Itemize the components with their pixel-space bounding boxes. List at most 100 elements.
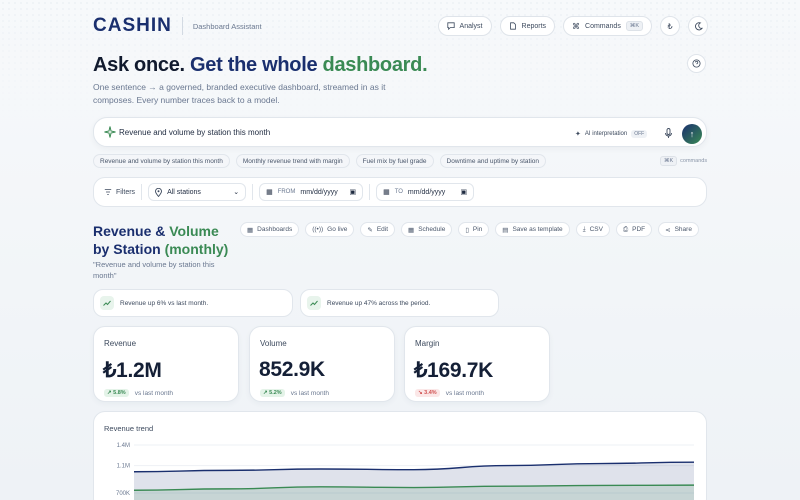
y-tick-label: 1.4M: [117, 443, 130, 449]
revenue-trend-chart: 1.4M 1.1M 700K: [116, 443, 695, 500]
csv-button[interactable]: ⤓ CSV: [575, 222, 610, 237]
hero-title-c: dashboard.: [322, 54, 428, 76]
series-area: [134, 485, 694, 500]
to-label: TO: [394, 189, 403, 195]
suggestion-chips: Revenue and volume by station this month…: [93, 154, 547, 168]
report-title: Revenue & Volume by Station (monthly): [93, 222, 253, 258]
delta-badge: ↗ 5.8%: [104, 389, 129, 397]
from-label: FROM: [277, 189, 296, 195]
pin-button[interactable]: ▯ Pin: [458, 222, 490, 237]
go-live-button[interactable]: ((•)) Go live: [305, 222, 355, 237]
save-template-label: Save as template: [512, 226, 563, 233]
series-line: [133, 461, 695, 473]
calendar-picker-icon[interactable]: ▣: [460, 189, 468, 196]
grid-icon: ▦: [247, 226, 254, 234]
report-toolbar: ▦ Dashboards ((•)) Go live ✎ Edit ▦ Schedule…: [240, 222, 699, 237]
suggestion-chip[interactable]: Downtime and uptime by station: [439, 154, 547, 168]
kpi-label: Volume: [260, 339, 287, 348]
moon-icon: [694, 21, 703, 30]
location-pin-icon: [155, 187, 163, 197]
dashboards-button[interactable]: ▦ Dashboards: [240, 222, 300, 237]
ai-sparkle-icon: ✦: [575, 131, 581, 138]
hero-title-a: Ask once.: [93, 54, 191, 76]
ai-interpretation-toggle[interactable]: ✦ AI interpretation OFF: [575, 130, 648, 138]
filters-button[interactable]: Filters: [104, 188, 135, 196]
calendar-picker-icon[interactable]: ▣: [349, 189, 357, 196]
command-icon: ⌘: [572, 21, 581, 31]
divider: [369, 184, 371, 200]
from-date-value: mm/dd/yyyy: [300, 188, 338, 196]
delta-compare: vs last month: [290, 389, 329, 397]
hero-subtitle: One sentence → a governed, branded execu…: [93, 82, 386, 105]
station-select[interactable]: All stations ⌄: [148, 183, 247, 201]
commands-hint: ⌘K commands: [660, 156, 707, 166]
trend-up-icon: [307, 296, 321, 310]
commands-shortcut: ⌘K: [625, 21, 643, 31]
help-button[interactable]: [687, 54, 706, 73]
pdf-label: PDF: [632, 226, 646, 233]
go-live-label: Go live: [327, 226, 348, 233]
station-select-value: All stations: [167, 188, 201, 196]
app-subtitle: Dashboard Assistant: [192, 21, 262, 31]
header: CASHIN Dashboard Assistant Analyst Repor…: [93, 14, 708, 38]
suggestion-chip[interactable]: Revenue and volume by station this month: [93, 154, 230, 168]
kpi-delta: ↗ 5.2% vs last month: [260, 389, 329, 397]
send-button[interactable]: ↑: [682, 124, 702, 144]
suggestion-chip[interactable]: Monthly revenue trend with margin: [235, 154, 350, 168]
y-tick-label: 1.1M: [117, 464, 130, 470]
insight-text: Revenue up 47% across the period.: [327, 299, 431, 307]
pencil-icon: ✎: [367, 226, 373, 234]
calendar-icon: ▦: [408, 226, 415, 234]
csv-label: CSV: [589, 226, 603, 233]
schedule-label: Schedule: [418, 226, 446, 233]
report-query-quote: "Revenue and volume by station this mont…: [93, 260, 215, 280]
save-template-button[interactable]: ▤ Save as template: [495, 222, 570, 237]
save-icon: ▤: [502, 226, 509, 234]
logo: CASHIN: [93, 15, 172, 36]
query-input[interactable]: Revenue and volume by station this month: [119, 128, 271, 137]
filters-label: Filters: [116, 188, 136, 196]
report-title-3: by Station: [93, 241, 165, 257]
reports-label: Reports: [521, 22, 547, 30]
to-date-input[interactable]: ▦ TO mm/dd/yyyy ▣: [376, 183, 475, 201]
share-button[interactable]: ⋖ Share: [658, 222, 699, 237]
kpi-delta: ↘ 3.4% vs last month: [415, 389, 484, 397]
sparkle-icon: [104, 126, 116, 138]
delta-compare: vs last month: [445, 389, 484, 397]
analyst-label: Analyst: [459, 22, 483, 30]
calendar-icon: ▦: [383, 189, 390, 196]
chart-title: Revenue trend: [104, 424, 154, 433]
filter-bar: Filters All stations ⌄ ▦ FROM mm/dd/yyyy…: [93, 177, 707, 207]
query-bar[interactable]: Revenue and volume by station this month…: [93, 117, 707, 147]
share-icon: ⋖: [665, 226, 671, 234]
commands-hint-label: commands: [680, 158, 708, 164]
to-date-value: mm/dd/yyyy: [407, 188, 446, 196]
kpi-label: Margin: [415, 339, 440, 348]
from-date-input[interactable]: ▦ FROM mm/dd/yyyy ▣: [259, 183, 364, 201]
currency-button[interactable]: ₺: [660, 16, 680, 36]
insight-card: Revenue up 47% across the period.: [300, 289, 499, 317]
kpi-value: ₺1.2M: [103, 359, 162, 382]
schedule-button[interactable]: ▦ Schedule: [401, 222, 453, 237]
kpi-value: ₺169.7K: [414, 359, 493, 382]
commands-button[interactable]: ⌘ Commands ⌘K: [563, 16, 652, 36]
microphone-icon[interactable]: [664, 128, 673, 139]
reports-button[interactable]: Reports: [499, 16, 556, 36]
suggestion-chip[interactable]: Fuel mix by fuel grade: [355, 154, 434, 168]
broadcast-icon: ((•)): [312, 226, 324, 233]
divider: [141, 184, 143, 200]
ai-label: AI interpretation: [584, 131, 628, 137]
theme-toggle[interactable]: [688, 16, 708, 36]
hero-title: Ask once. Get the whole dashboard.: [93, 54, 428, 77]
kpi-card-volume: Volume 852.9K ↗ 5.2% vs last month: [249, 326, 395, 402]
pdf-button[interactable]: ⎙ PDF: [615, 222, 653, 237]
pin-label: Pin: [472, 226, 483, 233]
kpi-label: Revenue: [104, 339, 137, 348]
commands-label: Commands: [585, 22, 621, 30]
divider: [252, 184, 254, 200]
analyst-button[interactable]: Analyst: [437, 16, 492, 36]
edit-button[interactable]: ✎ Edit: [360, 222, 396, 237]
share-label: Share: [674, 226, 692, 233]
kpi-card-margin: Margin ₺169.7K ↘ 3.4% vs last month: [404, 326, 550, 402]
report-title-4: (monthly): [164, 241, 229, 257]
